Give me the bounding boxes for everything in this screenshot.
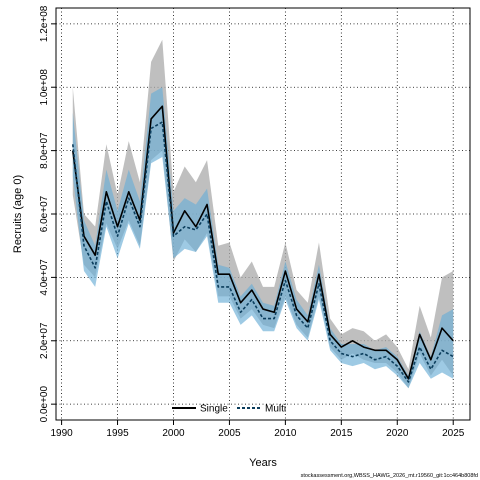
legend-single-label: Single: [200, 404, 228, 415]
x-tick-label-2010: 2010: [274, 428, 297, 439]
y-axis: 0.0e+00 2.0e+07 4.0e+07 6.0e+07 8.0e+07 1.0e+…: [39, 5, 56, 422]
y-tick-label-1: 2.0e+07: [39, 322, 50, 359]
single-series-line: [71, 105, 454, 380]
x-axis: 1990 1995 2000 2005 2010 2015 2020 2025: [50, 420, 465, 439]
multi-confidence-band: [72, 87, 454, 389]
y-tick-label-3: 6.0e+07: [39, 195, 50, 232]
y-tick-label-6: 1.2e+08: [39, 5, 50, 42]
y-axis-title: Recruits (age 0): [12, 175, 24, 253]
x-tick-label-2025: 2025: [442, 428, 465, 439]
multi-series-line: [71, 121, 454, 383]
legend-multi-label: Multi: [265, 404, 286, 415]
legend: Single Multi: [172, 404, 286, 415]
y-tick-label-0: 0.0e+00: [39, 386, 50, 423]
x-tick-label-1995: 1995: [106, 428, 129, 439]
y-tick-label-2: 4.0e+07: [39, 259, 50, 296]
x-axis-title: Years: [249, 457, 277, 469]
series-lines: [71, 105, 454, 383]
single-confidence-band: [72, 39, 454, 389]
x-tick-label-2020: 2020: [386, 428, 409, 439]
x-tick-label-2000: 2000: [162, 428, 185, 439]
y-tick-label-5: 1.0e+08: [39, 69, 50, 106]
y-tick-label-4: 8.0e+07: [39, 132, 50, 169]
x-tick-label-2015: 2015: [330, 428, 353, 439]
source-footer: stockassessment.org,WBSS_HAWG_2026_mt.r1…: [301, 473, 478, 479]
x-tick-label-2005: 2005: [218, 428, 241, 439]
x-tick-label-1990: 1990: [50, 428, 73, 439]
